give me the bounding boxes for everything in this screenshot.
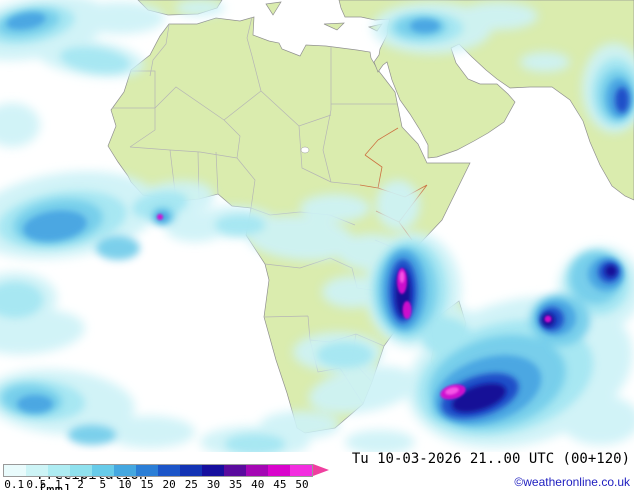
legend-swatch	[158, 465, 180, 476]
legend-swatch	[48, 465, 70, 476]
precip-pink-layer	[399, 271, 459, 395]
caption-unit: [mm]	[38, 483, 72, 490]
legend-arrow-icon	[313, 464, 329, 476]
sicily-island	[265, 1, 282, 16]
copyright-link[interactable]: ©weatheronline.co.uk	[514, 475, 630, 489]
legend-value: 30	[206, 478, 221, 490]
legend-value: 1	[55, 478, 62, 490]
legend-swatch	[180, 465, 202, 476]
legend-swatch	[26, 465, 48, 476]
precipitation-overlay	[0, 0, 634, 452]
legend-swatch	[114, 465, 136, 476]
legend-swatch	[202, 465, 224, 476]
legend-value: 0.1	[4, 478, 25, 490]
legend-value: 10	[118, 478, 132, 490]
legend-value: 20	[162, 478, 176, 490]
legend-value: 0.5	[26, 478, 47, 490]
legend-swatch	[92, 465, 114, 476]
legend-value: 2	[77, 478, 84, 490]
legend-swatch	[290, 465, 312, 476]
legend-value: 45	[273, 478, 287, 490]
legend-value: 5	[99, 478, 107, 490]
legend-value: 40	[251, 478, 265, 490]
legend-swatch	[70, 465, 92, 476]
legend-swatch	[246, 465, 268, 476]
legend-swatch	[224, 465, 246, 476]
valid-datetime: Tu 10-03-2026 21..00 UTC (00+120)	[351, 451, 630, 467]
legend-value: 35	[228, 478, 243, 490]
legend-value: 50	[295, 478, 309, 490]
legend-swatch	[4, 465, 26, 476]
legend-swatch	[268, 465, 290, 476]
map-canvas	[0, 0, 634, 452]
legend-bar	[3, 464, 313, 477]
legend-swatch	[136, 465, 158, 476]
legend-value: 15	[140, 478, 154, 490]
crete-island	[323, 22, 345, 31]
legend-value: 25	[184, 478, 198, 490]
legend-labels: 0.1 0.5 1 2 5 10 15 20 25 30 35 40 45 50	[3, 478, 343, 490]
